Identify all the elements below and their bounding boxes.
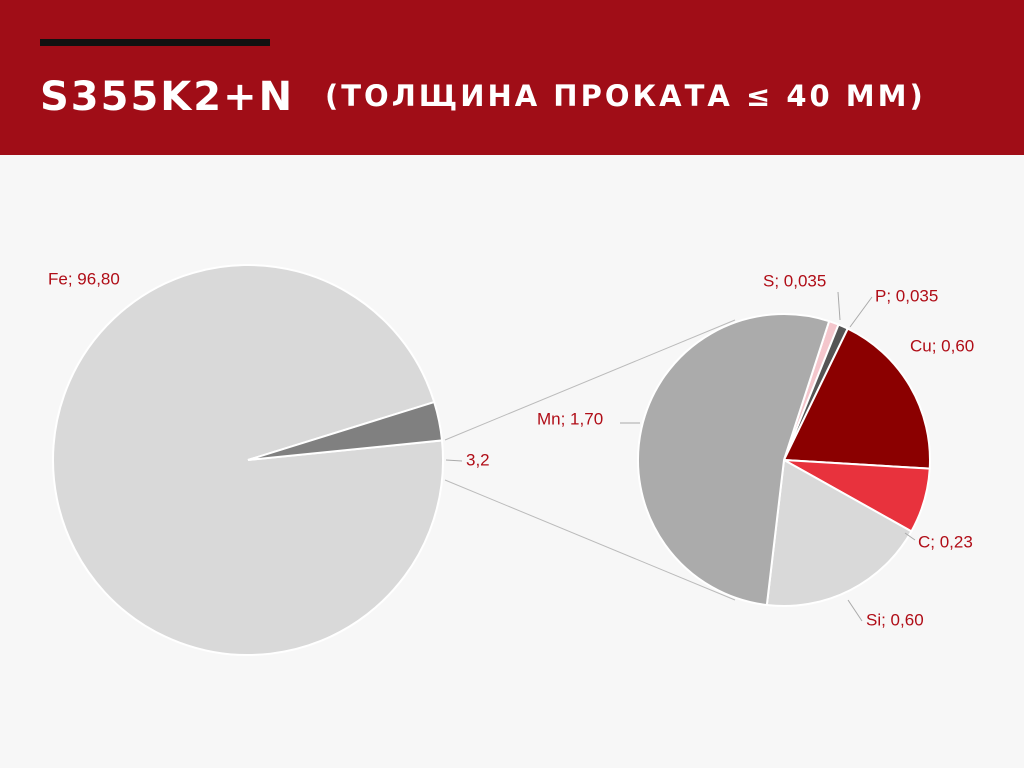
title: S355K2+N <box>40 74 295 120</box>
leader-line <box>904 532 916 541</box>
subtitle: (ТОЛЩИНА ПРОКАТА ≤ 40 ММ) <box>325 79 926 113</box>
connector <box>444 479 736 601</box>
leader-line <box>837 291 841 321</box>
leader-line <box>849 296 873 328</box>
pie-slice <box>765 458 913 607</box>
leader-line <box>445 459 463 462</box>
data-label: Fe; 96,80 <box>48 269 120 288</box>
data-label: S; 0,035 <box>763 271 826 290</box>
pie-slice <box>247 400 444 461</box>
chart: Fe; 96,80 3,2 S; 0,035 P; 0,035 Cu; 0,60 C; 0… <box>48 264 974 656</box>
data-label: 3,2 <box>466 450 490 469</box>
data-label: C; 0,23 <box>918 532 973 551</box>
pie-slice <box>782 327 931 470</box>
data-label: P; 0,035 <box>875 286 938 305</box>
data-label: Mn; 1,70 <box>537 409 603 428</box>
pie-slice <box>637 313 831 607</box>
leader-line <box>847 599 863 622</box>
header-bar <box>40 39 270 46</box>
data-label: Cu; 0,60 <box>910 336 974 355</box>
header: S355K2+N (ТОЛЩИНА ПРОКАТА ≤ 40 ММ) <box>0 0 1024 155</box>
connector <box>444 319 736 441</box>
data-label: Si; 0,60 <box>866 610 924 629</box>
